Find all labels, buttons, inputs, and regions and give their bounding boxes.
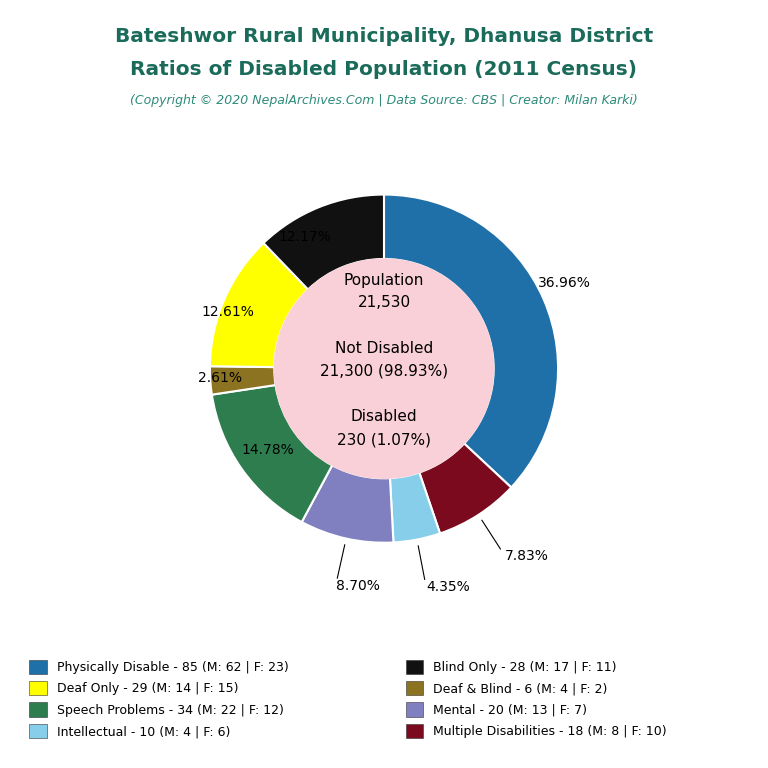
Text: 36.96%: 36.96% [538,276,591,290]
Text: (Copyright © 2020 NepalArchives.Com | Data Source: CBS | Creator: Milan Karki): (Copyright © 2020 NepalArchives.Com | Da… [130,94,638,107]
Text: 8.70%: 8.70% [336,579,379,593]
Wedge shape [419,443,511,534]
Legend: Blind Only - 28 (M: 17 | F: 11), Deaf & Blind - 6 (M: 4 | F: 2), Mental - 20 (M:: Blind Only - 28 (M: 17 | F: 11), Deaf & … [406,660,667,738]
Text: Population
21,530

Not Disabled
21,300 (98.93%)

Disabled
230 (1.07%): Population 21,530 Not Disabled 21,300 (9… [320,273,448,447]
Text: Bateshwor Rural Municipality, Dhanusa District: Bateshwor Rural Municipality, Dhanusa Di… [115,27,653,46]
Wedge shape [263,194,384,290]
Text: 12.61%: 12.61% [201,305,254,319]
Wedge shape [302,465,393,543]
Wedge shape [390,472,440,542]
Text: 2.61%: 2.61% [198,371,243,386]
Wedge shape [212,385,333,522]
Circle shape [274,259,494,478]
Wedge shape [210,243,308,367]
Text: 4.35%: 4.35% [426,581,470,594]
Text: 12.17%: 12.17% [279,230,331,244]
Text: 14.78%: 14.78% [242,443,294,458]
Wedge shape [210,366,276,395]
Wedge shape [384,194,558,488]
Text: 7.83%: 7.83% [505,549,549,563]
Text: Ratios of Disabled Population (2011 Census): Ratios of Disabled Population (2011 Cens… [131,60,637,79]
